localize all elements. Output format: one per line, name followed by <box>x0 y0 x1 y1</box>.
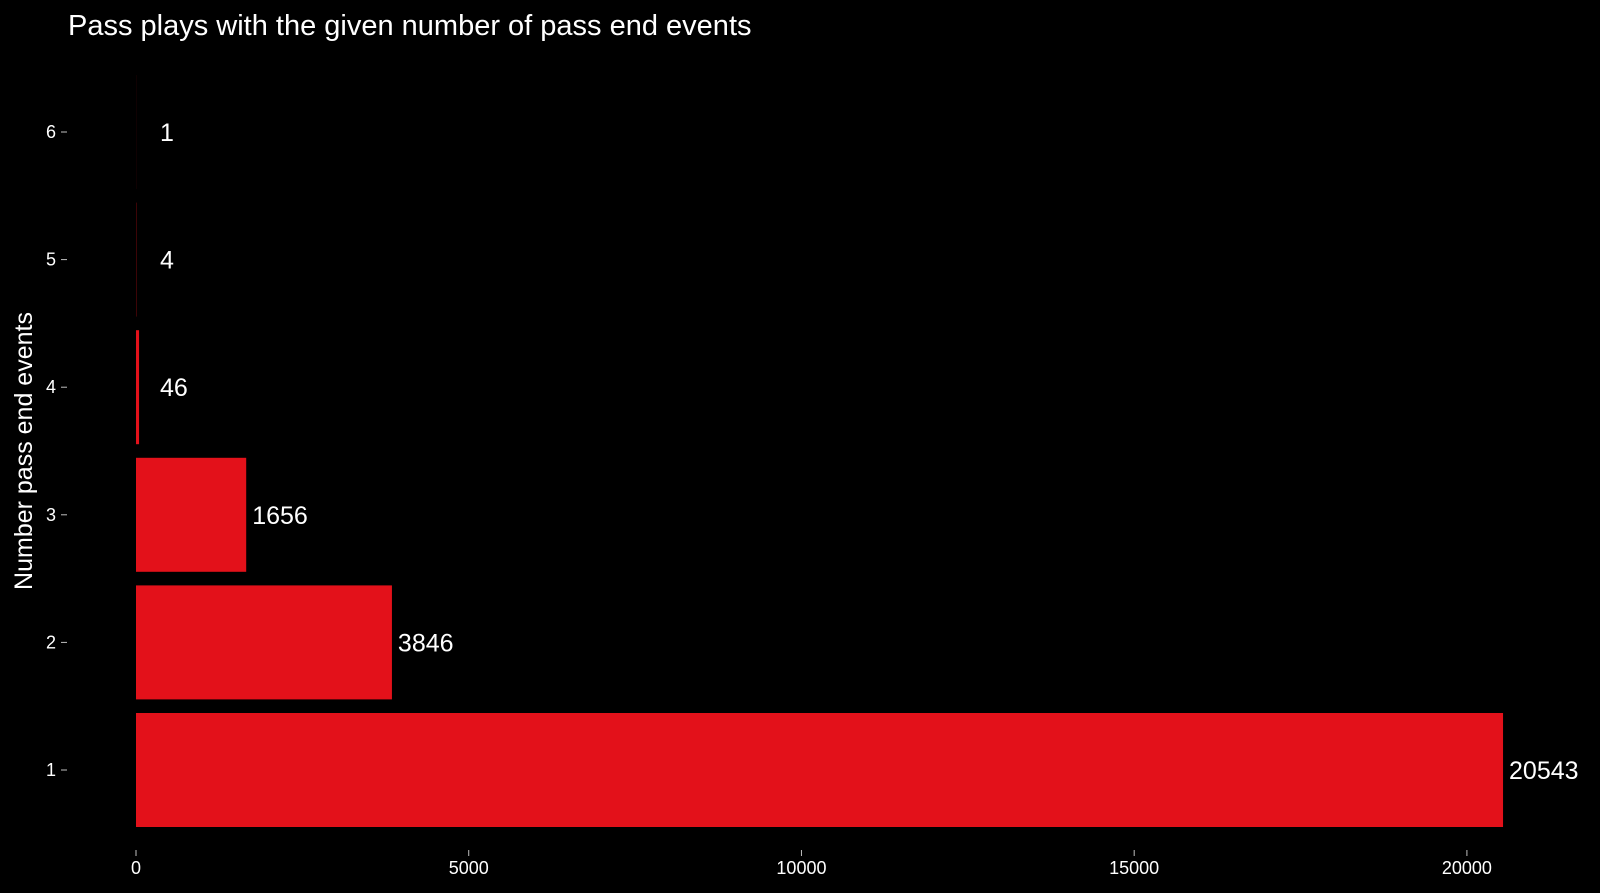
data-label-3: 1656 <box>252 502 308 530</box>
x-tick-label-1: 5000 <box>449 858 489 878</box>
y-tick-label-1: 1 <box>46 760 56 780</box>
bar-4 <box>136 330 140 445</box>
y-tick-label-3: 3 <box>46 505 56 525</box>
data-label-4: 46 <box>160 374 188 402</box>
x-tick-label-3: 15000 <box>1109 858 1159 878</box>
data-label-5: 4 <box>160 247 174 275</box>
bar-1 <box>136 713 1504 827</box>
x-tick-label-4: 20000 <box>1442 858 1492 878</box>
y-tick-label-4: 4 <box>46 377 56 397</box>
bars-layer <box>136 75 1504 827</box>
data-label-6: 1 <box>160 119 174 147</box>
data-labels-layer: 20543 3846 1656 46 4 1 <box>160 119 1579 785</box>
bar-3 <box>136 457 247 572</box>
y-tick-label-2: 2 <box>46 632 56 652</box>
y-tick-label-5: 5 <box>46 250 56 270</box>
y-axis-label: Number pass end events <box>10 312 38 590</box>
y-tick-label-6: 6 <box>46 122 56 142</box>
chart-title: Pass plays with the given number of pass… <box>68 10 752 42</box>
x-axis: 0 5000 10000 15000 20000 <box>131 850 1492 878</box>
data-label-2: 3846 <box>398 629 454 657</box>
y-axis: 1 2 3 4 5 6 <box>46 122 67 780</box>
x-tick-label-0: 0 <box>131 858 141 878</box>
data-label-1: 20543 <box>1509 757 1579 785</box>
x-tick-label-2: 10000 <box>776 858 826 878</box>
bar-2 <box>136 585 392 700</box>
